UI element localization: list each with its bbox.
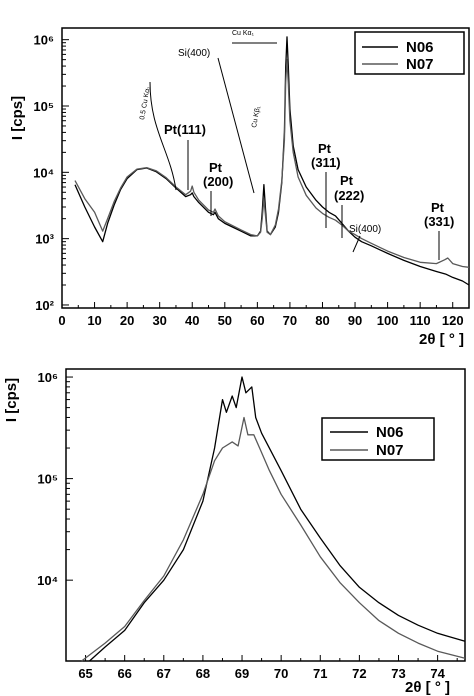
bottom-series-line-n07	[81, 416, 466, 662]
bottom-x-tick-label-71: 71	[313, 666, 327, 681]
top-x-tick-label-20: 20	[120, 313, 134, 328]
top-series-group	[74, 36, 470, 286]
annotation-pt111: Pt(111)	[164, 122, 206, 137]
top-axis-ticks: 0 10 20 30 40 50 60 70 80 90 100 110 120 10² 10³ 10⁴ 10⁵…	[33, 33, 463, 328]
top-x-tick-label-10: 10	[87, 313, 101, 328]
bottom-plot-frame	[65, 368, 466, 662]
top-x-tick-label-50: 50	[218, 313, 232, 328]
annotation-cu-ka1: Cu Kα₁	[232, 30, 255, 37]
top-x-tick-label-30: 30	[152, 313, 166, 328]
bottom-y-tick-label-100000: 10⁵	[37, 472, 58, 487]
annotation-arrow-si400-main	[217, 57, 255, 194]
annotation-pt311-index: (311)	[311, 155, 341, 170]
top-x-axis-title: 2θ [ ° ]	[419, 331, 464, 348]
legend-label-n06-top: N06	[406, 39, 434, 56]
bottom-x-tick-label-74: 74	[430, 666, 445, 681]
bottom-y-tick-label-10000: 10⁴	[37, 573, 58, 588]
top-x-tick-label-70: 70	[283, 313, 297, 328]
top-series-line-n07	[74, 58, 470, 268]
top-x-tick-label-40: 40	[185, 313, 199, 328]
bottom-y-axis-title: I [cps]	[3, 378, 20, 422]
top-x-tick-label-100: 100	[377, 313, 399, 328]
top-annotations: 0.5 Cu Kα₁ Pt(111) Si(400) Cu Kα₁ Cu Kβ₁…	[139, 30, 454, 260]
top-x-tick-label-0: 0	[58, 313, 65, 328]
bottom-x-tick-label-67: 67	[157, 666, 171, 681]
top-legend: N06 N07	[354, 31, 465, 75]
bottom-series-group	[81, 376, 466, 662]
annotation-pt200-index: (200)	[203, 174, 233, 189]
annotation-arrow-si400-second	[352, 235, 361, 253]
top-y-tick-label-1000000: 10⁶	[34, 33, 54, 48]
annotation-pt222-index: (222)	[334, 188, 364, 203]
bottom-x-axis-title: 2θ [ ° ]	[405, 679, 450, 696]
top-chart: 0 10 20 30 40 50 60 70 80 90 100 110 120 10² 10³ 10⁴ 10⁵…	[9, 27, 470, 348]
top-y-tick-label-100000: 10⁵	[33, 99, 54, 114]
annotation-arrow-half-cu-ka1	[149, 81, 177, 191]
top-x-tick-label-120: 120	[442, 313, 464, 328]
top-y-tick-label-1000: 10³	[35, 232, 54, 247]
bottom-x-tick-label-70: 70	[274, 666, 288, 681]
annotation-si400-second: Si(400)	[349, 224, 381, 235]
bottom-x-tick-label-66: 66	[117, 666, 131, 681]
legend-label-n07-bottom: N07	[376, 442, 404, 459]
bottom-legend-box	[321, 417, 435, 461]
top-x-tick-label-80: 80	[315, 313, 329, 328]
annotation-pt311-pt: Pt	[318, 141, 332, 156]
bottom-x-tick-label-72: 72	[352, 666, 366, 681]
bottom-chart: 65 66 67 68 69 70 71 72 73 74 10⁴ 10⁵ 10⁶ N06 N07 I …	[3, 368, 466, 696]
bottom-legend: N06 N07	[321, 417, 435, 461]
top-x-tick-label-90: 90	[348, 313, 362, 328]
top-legend-box	[354, 31, 465, 75]
annotation-pt200-pt: Pt	[209, 160, 223, 175]
legend-label-n07-top: N07	[406, 56, 434, 73]
top-x-tick-label-110: 110	[410, 313, 431, 328]
top-x-tick-label-60: 60	[250, 313, 264, 328]
annotation-si400-main: Si(400)	[178, 48, 210, 59]
annotation-pt331-pt: Pt	[431, 200, 445, 215]
annotation-pt222-pt: Pt	[340, 173, 354, 188]
annotation-pt331-index: (331)	[424, 214, 454, 229]
bottom-x-tick-label-73: 73	[391, 666, 405, 681]
bottom-axis-ticks: 65 66 67 68 69 70 71 72 73 74 10⁴ 10⁵ 10⁶	[37, 370, 458, 681]
legend-label-n06-bottom: N06	[376, 424, 404, 441]
bottom-x-tick-label-65: 65	[78, 666, 92, 681]
top-y-axis-title: I [cps]	[9, 96, 26, 140]
bottom-series-line-n06	[89, 376, 466, 662]
bottom-y-tick-label-1000000: 10⁶	[38, 370, 58, 385]
annotation-cu-kb1: Cu Kβ₁	[251, 105, 262, 128]
top-y-tick-label-10000: 10⁴	[33, 165, 54, 180]
bottom-x-tick-label-68: 68	[196, 666, 210, 681]
bottom-x-tick-label-69: 69	[235, 666, 249, 681]
top-y-tick-label-100: 10²	[35, 298, 54, 313]
top-plot-frame	[61, 27, 470, 309]
